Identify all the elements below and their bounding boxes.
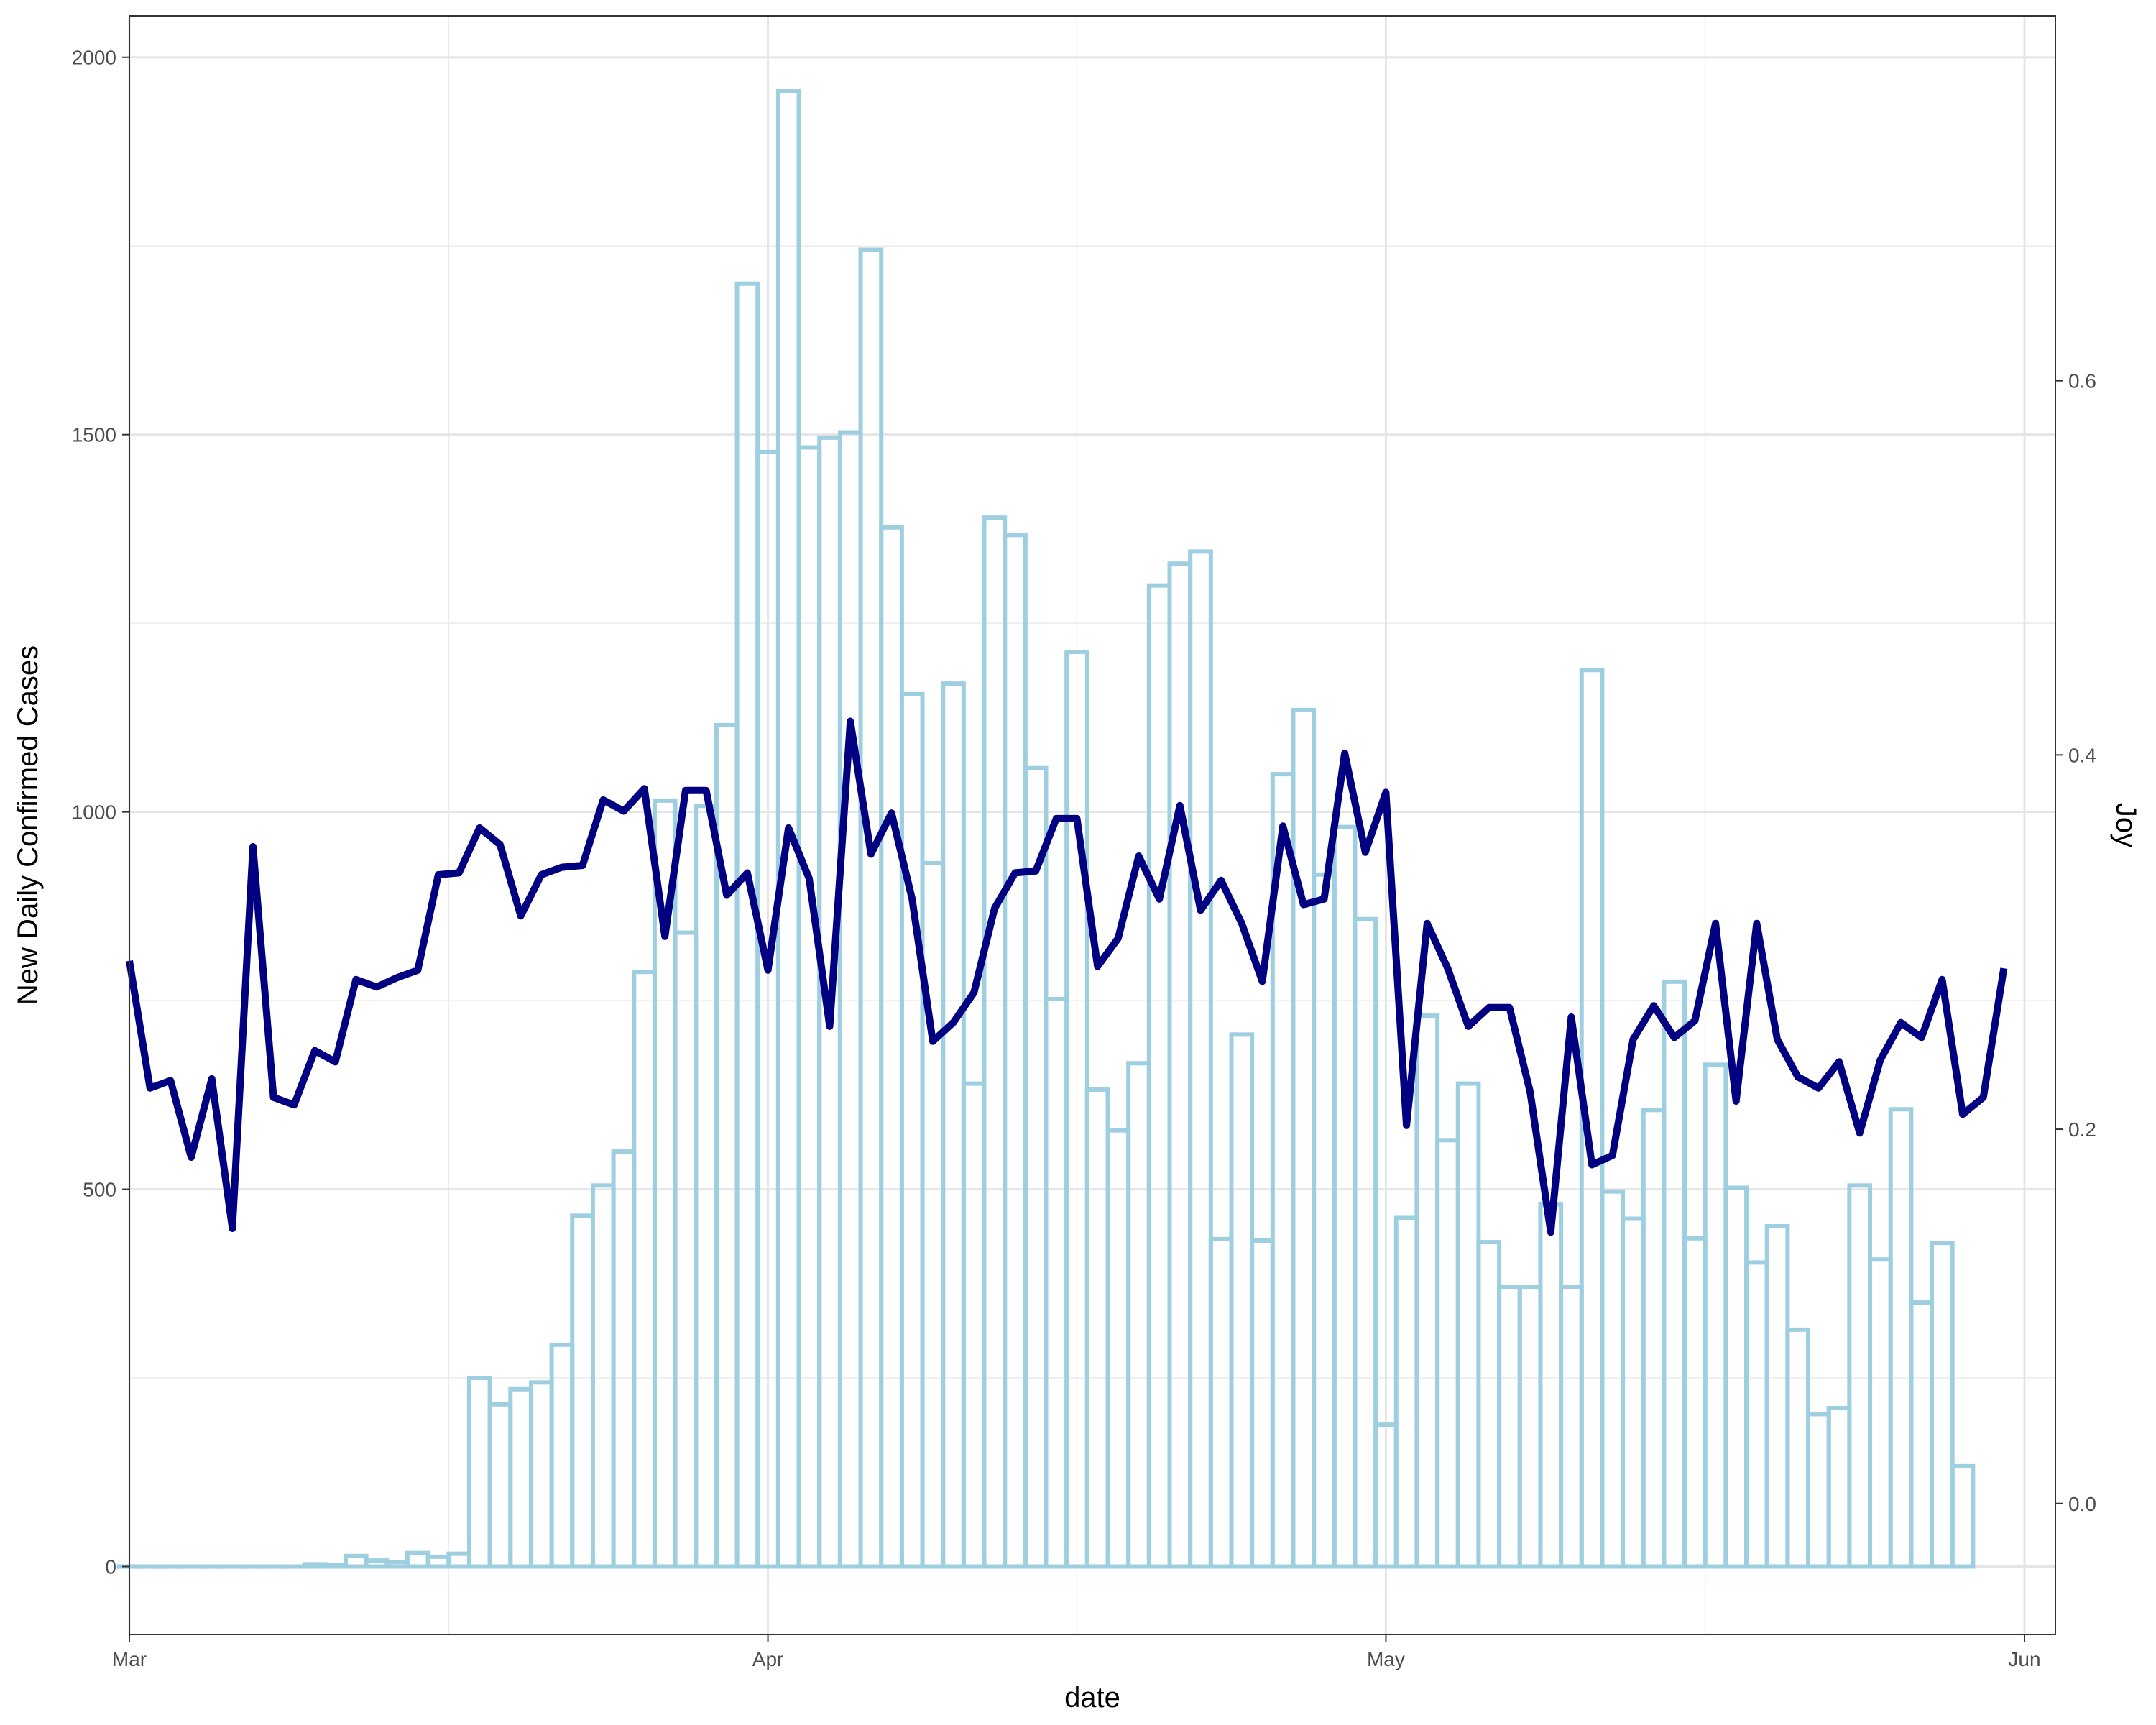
y-tick-label: 0: [105, 1556, 116, 1578]
x-tick-label: May: [1367, 1648, 1405, 1670]
x-tick-label: Apr: [752, 1648, 784, 1670]
bar: [1579, 668, 1605, 1569]
bar: [1930, 1241, 1955, 1569]
bar: [302, 1562, 328, 1569]
y2-tick-label: 0.4: [2068, 744, 2096, 766]
y-tick-label: 2000: [72, 47, 116, 69]
bar: [1188, 549, 1213, 1569]
y2-tick-label: 0.2: [2068, 1118, 2096, 1141]
y2-tick-label: 0.0: [2068, 1493, 2096, 1515]
line-series: [126, 717, 2008, 1236]
y-tick-label: 1500: [72, 424, 116, 446]
y-axis-title: New Daily Confirmed Cases: [12, 645, 44, 1005]
y-tick-label: 500: [83, 1179, 116, 1201]
plot-background: [129, 16, 2055, 1634]
plot-border: [129, 15, 2056, 1635]
x-tick-label: Jun: [2008, 1648, 2040, 1670]
bar-series: [116, 88, 1976, 1569]
y-tick-label: 1000: [72, 801, 116, 824]
bar: [323, 1563, 348, 1569]
bar: [1950, 1463, 1976, 1569]
x-axis-title: date: [1064, 1682, 1120, 1714]
joy-line: [126, 717, 2008, 1236]
y2-axis-title: Joy: [2110, 803, 2142, 847]
x-tick-label: Mar: [112, 1648, 147, 1670]
bar: [1353, 916, 1378, 1569]
axes: 0 500 1000 1500 2000 0.0 0.2 0.4 0.6 Mar Apr May Jun: [72, 47, 2096, 1670]
y2-tick-label: 0.6: [2068, 370, 2096, 392]
